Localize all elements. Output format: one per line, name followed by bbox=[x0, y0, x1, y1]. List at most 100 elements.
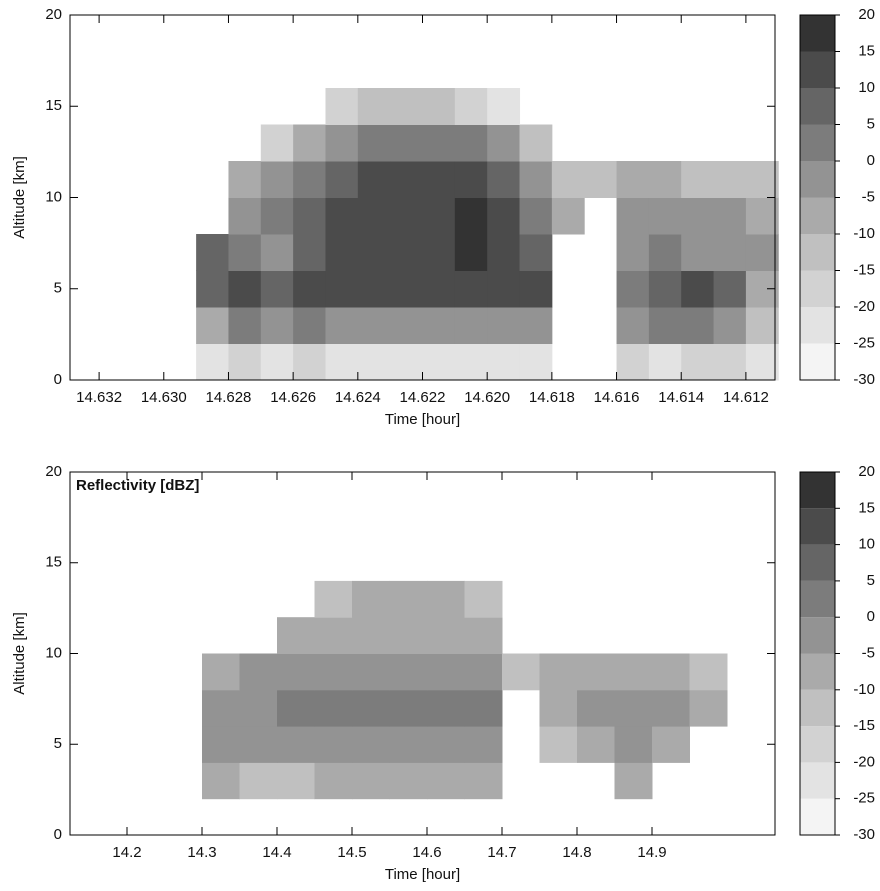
cell bbox=[681, 161, 715, 198]
cell bbox=[357, 197, 391, 235]
y-tick-label: 0 bbox=[54, 371, 62, 388]
x-axis-label: Time [hour] bbox=[385, 411, 460, 428]
cell bbox=[652, 689, 690, 727]
cell bbox=[681, 270, 715, 308]
cell bbox=[202, 762, 240, 800]
colorbar-label: 20 bbox=[858, 463, 875, 480]
cell bbox=[422, 88, 456, 125]
x-tick-label: 14.3 bbox=[187, 844, 216, 861]
cell bbox=[454, 197, 488, 235]
cell bbox=[357, 234, 391, 271]
cell bbox=[487, 197, 521, 235]
colorbar-label: -25 bbox=[853, 334, 875, 351]
colorbar-label: 5 bbox=[867, 115, 875, 132]
x-tick-label: 14.626 bbox=[270, 389, 316, 406]
cell bbox=[652, 726, 690, 763]
colorbar-label: -30 bbox=[853, 826, 875, 843]
cell bbox=[314, 617, 353, 654]
colorbar-band bbox=[800, 88, 835, 125]
y-tick-label: 10 bbox=[45, 188, 62, 205]
x-tick-label: 14.614 bbox=[658, 389, 704, 406]
cell bbox=[228, 307, 262, 344]
y-tick-label: 15 bbox=[45, 554, 62, 571]
colorbar-band bbox=[800, 307, 835, 344]
cell bbox=[389, 689, 428, 727]
cell bbox=[389, 617, 428, 654]
cell bbox=[260, 124, 294, 162]
colorbar-band bbox=[800, 544, 835, 581]
cell bbox=[681, 343, 715, 381]
x-tick-label: 14.4 bbox=[262, 844, 291, 861]
x-tick-label: 14.618 bbox=[529, 389, 575, 406]
cell bbox=[689, 653, 728, 691]
cell bbox=[390, 234, 423, 271]
cell bbox=[745, 307, 779, 344]
x-tick-label: 14.632 bbox=[76, 389, 122, 406]
cell bbox=[325, 88, 359, 125]
cell bbox=[487, 234, 521, 271]
cell bbox=[277, 653, 315, 691]
cell bbox=[616, 343, 650, 381]
cell bbox=[745, 234, 779, 271]
cell bbox=[427, 653, 465, 691]
cell bbox=[325, 124, 359, 162]
cell bbox=[648, 343, 682, 381]
colorbar-band bbox=[800, 124, 835, 161]
cell bbox=[648, 234, 682, 271]
colorbar-band bbox=[800, 580, 835, 618]
colorbar-band bbox=[800, 161, 835, 198]
cell bbox=[422, 197, 456, 235]
cell bbox=[464, 689, 503, 727]
cell bbox=[454, 307, 488, 344]
y-tick-label: 10 bbox=[45, 644, 62, 661]
colorbar-band bbox=[800, 653, 835, 690]
cell bbox=[228, 197, 262, 235]
cell bbox=[464, 653, 503, 691]
cell bbox=[464, 617, 503, 654]
cell bbox=[325, 197, 359, 235]
cell bbox=[277, 762, 315, 800]
cell bbox=[519, 197, 553, 235]
cell bbox=[352, 653, 390, 691]
x-tick-label: 14.6 bbox=[412, 844, 441, 861]
cell bbox=[325, 234, 359, 271]
cell bbox=[314, 726, 353, 763]
y-tick-label: 5 bbox=[54, 280, 62, 297]
cell bbox=[427, 762, 465, 800]
annotation: Reflectivity [dBZ] bbox=[76, 477, 199, 494]
cell bbox=[390, 270, 423, 308]
cell bbox=[357, 161, 391, 198]
colorbar-label: 5 bbox=[867, 572, 875, 589]
cell bbox=[277, 726, 315, 763]
cell bbox=[314, 689, 353, 727]
colorbar-band bbox=[800, 15, 835, 52]
cell bbox=[454, 124, 488, 162]
cell bbox=[681, 234, 715, 271]
cell bbox=[293, 343, 326, 381]
colorbar-label: 10 bbox=[858, 79, 875, 96]
x-tick-label: 14.2 bbox=[112, 844, 141, 861]
cell bbox=[293, 307, 326, 344]
cell bbox=[745, 343, 779, 381]
colorbar-band bbox=[800, 726, 835, 763]
cell bbox=[422, 270, 456, 308]
cell bbox=[648, 307, 682, 344]
cell bbox=[577, 689, 615, 727]
y-tick-label: 0 bbox=[54, 826, 62, 843]
cell bbox=[648, 197, 682, 235]
cell bbox=[228, 270, 262, 308]
cell bbox=[614, 689, 653, 727]
cell bbox=[519, 270, 553, 308]
cell bbox=[487, 270, 521, 308]
cell bbox=[357, 307, 391, 344]
colorbar-label: -5 bbox=[862, 644, 875, 661]
cell bbox=[352, 617, 390, 654]
colorbar-label: -15 bbox=[853, 717, 875, 734]
colorbar-label: -20 bbox=[853, 753, 875, 770]
cell bbox=[454, 270, 488, 308]
cell bbox=[648, 270, 682, 308]
cell bbox=[454, 161, 488, 198]
cell bbox=[551, 161, 585, 198]
cell bbox=[539, 653, 578, 691]
colorbar-label: -10 bbox=[853, 681, 875, 698]
